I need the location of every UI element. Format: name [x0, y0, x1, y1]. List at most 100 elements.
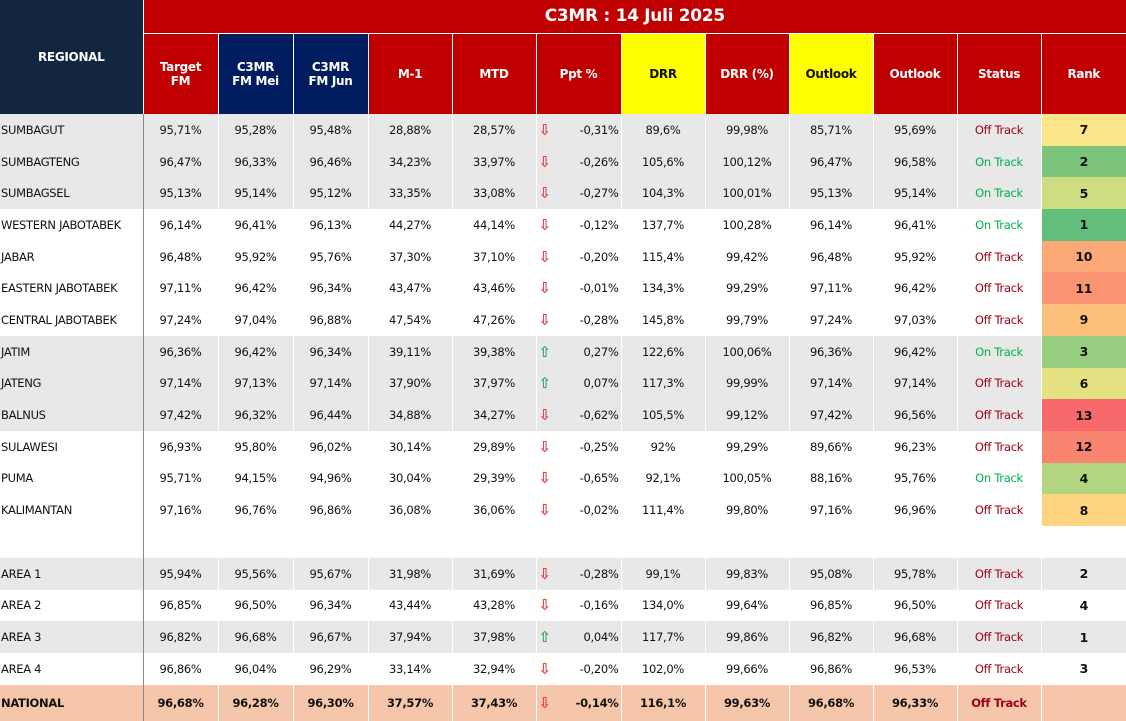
header-outlook-1: Outlook — [788, 33, 873, 114]
outlook1-cell: 96,85% — [788, 589, 873, 622]
outlook2-cell: 96,68% — [872, 621, 957, 653]
drr-cell: 122,6% — [620, 335, 705, 368]
arrow-down-icon: ⇩ — [538, 310, 552, 329]
mtd-cell: 29,89% — [451, 430, 536, 463]
region-name: BALNUS — [0, 399, 144, 431]
mei-cell: 94,15% — [217, 462, 293, 495]
jun-cell: 96,30% — [292, 684, 368, 721]
header-target-fm: Target FM — [142, 33, 218, 114]
target-cell: 95,71% — [142, 114, 218, 146]
region-name: AREA 2 — [0, 589, 144, 622]
ppt-cell: ⇩ -0,02% — [535, 494, 621, 526]
ppt-cell: ⇩ -0,28% — [535, 304, 621, 336]
arrow-down-icon: ⇩ — [538, 152, 552, 171]
rank-cell: 2 — [1040, 145, 1126, 178]
jun-cell: 96,67% — [292, 621, 368, 653]
m1-cell: 33,14% — [367, 653, 452, 685]
jun-cell: 95,12% — [292, 177, 368, 210]
target-cell: 95,71% — [142, 462, 218, 495]
mei-cell: 97,04% — [217, 304, 293, 336]
arrow-down-icon: ⇩ — [538, 469, 552, 488]
status-badge: Off Track — [956, 684, 1041, 721]
outlook2-cell: 96,96% — [872, 494, 957, 526]
table-row: SUMBAGSEL 95,13% 95,14% 95,12% 33,35% 33,08% ⇩… — [0, 177, 1126, 210]
status-badge: On Track — [956, 209, 1041, 241]
outlook2-cell: 96,42% — [872, 272, 957, 305]
mei-cell: 95,14% — [217, 177, 293, 210]
ppt-cell: ⇩ -0,65% — [535, 462, 621, 495]
drr-cell: 105,6% — [620, 145, 705, 178]
outlook1-cell: 97,14% — [788, 367, 873, 400]
region-name: AREA 4 — [0, 653, 144, 685]
empty-cell — [620, 525, 705, 558]
area-row: AREA 1 95,94% 95,56% 95,67% 31,98% 31,69% ⇩ -0,… — [0, 557, 1126, 590]
region-name: SUMBAGUT — [0, 114, 144, 146]
arrow-down-icon: ⇩ — [538, 406, 552, 425]
ppt-value: -0,01% — [579, 281, 619, 296]
outlook1-cell: 96,36% — [788, 335, 873, 368]
ppt-value: -0,31% — [579, 122, 619, 137]
jun-cell: 96,34% — [292, 589, 368, 622]
drr-pct-cell: 99,99% — [704, 367, 789, 400]
arrow-down-icon: ⇩ — [538, 564, 552, 583]
mei-cell: 96,32% — [217, 399, 293, 431]
header-line: Target — [159, 59, 202, 74]
rank-cell: 4 — [1040, 462, 1126, 495]
mei-cell: 96,41% — [217, 209, 293, 241]
outlook1-cell: 97,11% — [788, 272, 873, 305]
rank-cell: 5 — [1040, 177, 1126, 210]
status-badge: On Track — [956, 462, 1041, 495]
m1-cell: 34,23% — [367, 145, 452, 178]
ppt-value: -0,16% — [579, 598, 619, 613]
header-line: FM Mei — [232, 73, 279, 88]
drr-cell: 89,6% — [620, 114, 705, 146]
empty-cell — [451, 525, 536, 558]
arrow-down-icon: ⇩ — [538, 501, 552, 520]
m1-cell: 44,27% — [367, 209, 452, 241]
ppt-value: -0,26% — [579, 154, 619, 169]
arrow-down-icon: ⇩ — [538, 247, 552, 266]
rank-cell: 2 — [1040, 557, 1126, 590]
m1-cell: 34,88% — [367, 399, 452, 431]
ppt-cell: ⇩ -0,12% — [535, 209, 621, 241]
jun-cell: 95,76% — [292, 240, 368, 273]
table-row: JABAR 96,48% 95,92% 95,76% 37,30% 37,10% ⇩ -0,2… — [0, 240, 1126, 273]
m1-cell: 37,94% — [367, 621, 452, 653]
mtd-cell: 43,28% — [451, 589, 536, 622]
drr-pct-cell: 100,28% — [704, 209, 789, 241]
header-rank: Rank — [1040, 33, 1126, 114]
rank-cell: 9 — [1040, 304, 1126, 336]
rank-cell: 4 — [1040, 589, 1126, 622]
outlook2-cell: 96,23% — [872, 430, 957, 463]
region-name: KALIMANTAN — [0, 494, 144, 526]
status-badge: On Track — [956, 177, 1041, 210]
header-drr: DRR — [620, 33, 705, 114]
target-cell: 96,85% — [142, 589, 218, 622]
mtd-cell: 44,14% — [451, 209, 536, 241]
ppt-cell: ⇩ -0,28% — [535, 557, 621, 590]
header-line: FM Jun — [308, 73, 353, 88]
rank-cell: 13 — [1040, 399, 1126, 431]
jun-cell: 96,44% — [292, 399, 368, 431]
jun-cell: 96,34% — [292, 272, 368, 305]
target-cell: 96,82% — [142, 621, 218, 653]
arrow-down-icon: ⇩ — [538, 215, 552, 234]
outlook1-cell: 95,08% — [788, 557, 873, 590]
header-c3mr-fm-mei: C3MR FM Mei — [217, 33, 293, 114]
region-name: AREA 3 — [0, 621, 144, 653]
rank-cell: 3 — [1040, 335, 1126, 368]
mtd-cell: 39,38% — [451, 335, 536, 368]
ppt-cell: ⇩ -0,14% — [535, 684, 621, 721]
jun-cell: 96,13% — [292, 209, 368, 241]
area-row: AREA 2 96,85% 96,50% 96,34% 43,44% 43,28% ⇩ -0,… — [0, 589, 1126, 622]
outlook1-cell: 96,48% — [788, 240, 873, 273]
drr-pct-cell: 99,66% — [704, 653, 789, 685]
drr-pct-cell: 99,63% — [704, 684, 789, 721]
header-c3mr-fm-jun: C3MR FM Jun — [292, 33, 368, 114]
m1-cell: 28,88% — [367, 114, 452, 146]
drr-cell: 102,0% — [620, 653, 705, 685]
empty-cell — [788, 525, 873, 558]
mei-cell: 96,68% — [217, 621, 293, 653]
drr-cell: 134,0% — [620, 589, 705, 622]
ppt-value: -0,28% — [579, 312, 619, 327]
